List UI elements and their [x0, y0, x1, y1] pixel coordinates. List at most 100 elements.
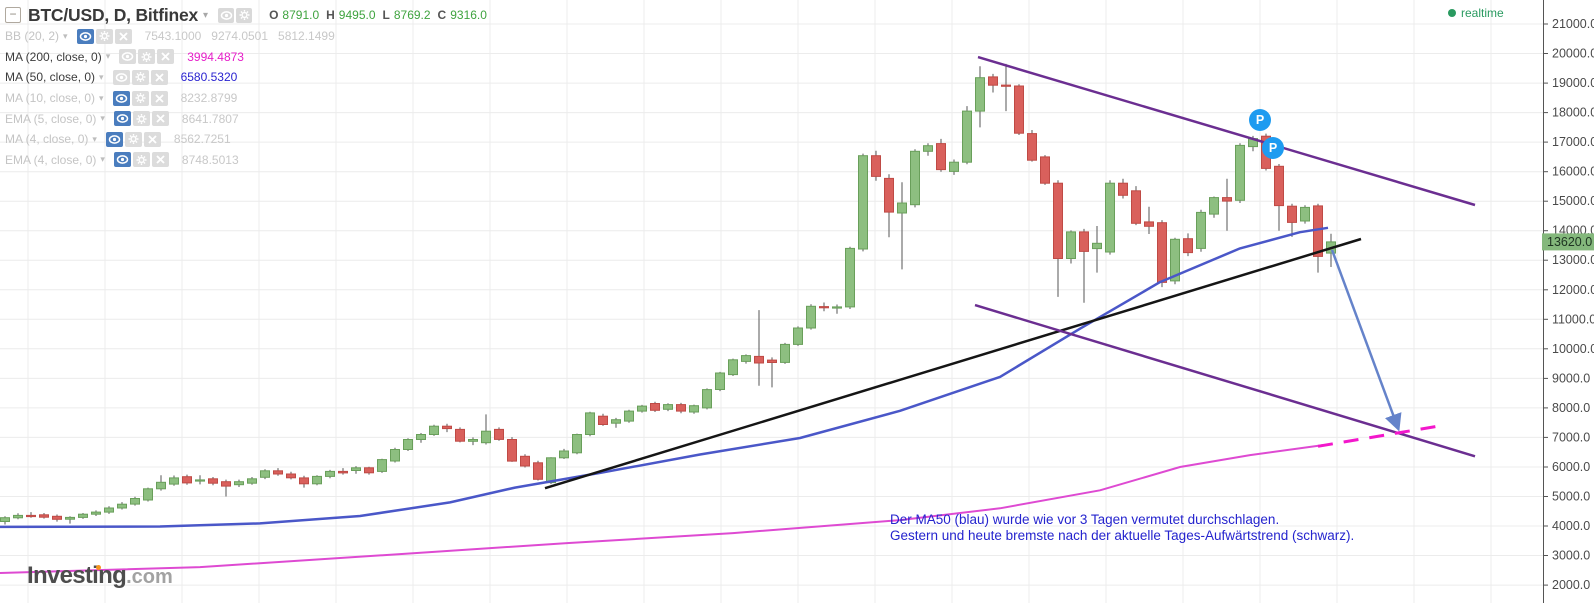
gear-icon[interactable]: [132, 111, 150, 127]
watermark-brand: Investing: [27, 562, 127, 589]
indicator-legend: BB (20, 2) ▾ 7543.1000 9274.0501 5812.1499 MA…: [5, 26, 345, 170]
indicator-label-bb-20-2[interactable]: BB (20, 2): [5, 29, 60, 44]
close-icon[interactable]: [143, 131, 161, 147]
indicator-row-ma-200: MA (200, close, 0) ▾ 3994.4873: [5, 47, 345, 68]
analyst-note-line2: Gestern und heute bremste nach der aktue…: [890, 527, 1355, 543]
indicator-row-ema-5: EMA (5, close, 0) ▾ 8641.7807: [5, 108, 345, 129]
svg-text:7000.0: 7000.0: [1552, 430, 1590, 444]
indicator-label-ma-50[interactable]: MA (50, close, 0): [5, 70, 96, 85]
projection-arrow[interactable]: [1330, 249, 1402, 432]
indicator-value: 8641.7807: [181, 111, 239, 126]
indicator-dropdown-caret-icon[interactable]: ▾: [100, 154, 105, 165]
ma200-projection-dashed[interactable]: [1317, 424, 1439, 448]
svg-text:19000.0: 19000.0: [1552, 76, 1594, 90]
high-value: 9495.0: [338, 8, 376, 22]
pin-icon[interactable]: P: [1249, 109, 1271, 131]
open-value: 8791.0: [282, 8, 320, 22]
realtime-label: realtime: [1461, 6, 1504, 20]
svg-text:P: P: [1256, 113, 1264, 127]
close-icon[interactable]: [157, 49, 175, 65]
indicator-label-ma-10[interactable]: MA (10, close, 0): [5, 91, 96, 106]
indicator-label-ma-4[interactable]: MA (4, close, 0): [5, 132, 89, 147]
gear-icon[interactable]: [95, 28, 113, 44]
svg-text:6000.0: 6000.0: [1552, 460, 1590, 474]
indicator-value: 8748.5013: [181, 152, 239, 167]
indicator-value: 8232.8799: [180, 91, 238, 106]
close-icon[interactable]: [150, 69, 168, 85]
indicator-dropdown-caret-icon[interactable]: ▾: [99, 92, 104, 103]
svg-text:20000.0: 20000.0: [1552, 47, 1594, 61]
eye-icon[interactable]: [112, 90, 130, 106]
realtime-badge: realtime: [1448, 6, 1504, 20]
price-axis[interactable]: 21000.0 20000.0 19000.0 18000.0 17000.0 16000…: [1542, 0, 1594, 603]
indicator-dropdown-caret-icon[interactable]: ▾: [63, 30, 68, 41]
symbol-dropdown-caret-icon[interactable]: ▾: [203, 9, 209, 21]
indicator-value: 8562.7251: [173, 132, 231, 147]
chart-header: − BTC/USD, D, Bitfinex ▾ O 8791.0 H 9495.0…: [5, 4, 487, 26]
indicator-row-ma-10: MA (10, close, 0) ▾ 8232.8799: [5, 88, 345, 109]
svg-text:12000.0: 12000.0: [1552, 283, 1594, 297]
svg-text:13000.0: 13000.0: [1552, 253, 1594, 267]
low-label: L: [382, 8, 390, 22]
gear-icon[interactable]: [132, 152, 150, 168]
indicator-dropdown-caret-icon[interactable]: ▾: [100, 113, 105, 124]
gear-icon[interactable]: [131, 90, 149, 106]
ma200-line[interactable]: [0, 444, 1324, 574]
svg-text:8000.0: 8000.0: [1552, 401, 1590, 415]
collapse-panel-icon[interactable]: −: [5, 7, 21, 23]
ascending-trendline-black[interactable]: [544, 237, 1362, 490]
analyst-note-line1: Der MA50 (blau) wurde wie vor 3 Tagen ve…: [890, 512, 1280, 527]
indicator-value: 6580.5320: [180, 70, 238, 85]
close-icon[interactable]: [151, 152, 169, 168]
svg-text:4000.0: 4000.0: [1552, 519, 1590, 533]
ma50-line[interactable]: [0, 226, 1329, 529]
indicator-value: 3994.4873: [187, 49, 244, 64]
svg-text:17000.0: 17000.0: [1552, 135, 1594, 149]
pin-icon[interactable]: P: [1262, 137, 1284, 159]
close-label: C: [437, 8, 447, 22]
grid-lines: [0, 0, 1543, 603]
indicator-dropdown-caret-icon[interactable]: ▾: [105, 51, 111, 62]
gear-icon[interactable]: [131, 69, 149, 85]
indicator-dropdown-caret-icon[interactable]: ▾: [92, 133, 97, 144]
svg-text:16000.0: 16000.0: [1552, 165, 1594, 179]
ohlc-readout: O 8791.0 H 9495.0 L 8769.2 C 9316.0: [262, 8, 487, 22]
svg-text:P: P: [1269, 141, 1277, 155]
eye-icon[interactable]: [112, 69, 130, 85]
svg-text:5000.0: 5000.0: [1552, 490, 1590, 504]
svg-text:11000.0: 11000.0: [1552, 312, 1594, 326]
indicator-value: 5812.1499: [278, 29, 335, 44]
indicator-label-ma-200[interactable]: MA (200, close, 0): [5, 49, 102, 64]
indicator-dropdown-caret-icon[interactable]: ▾: [99, 71, 104, 82]
indicator-label-ema-4[interactable]: EMA (4, close, 0): [5, 152, 97, 167]
watermark-orange-dot-icon: [96, 565, 101, 570]
watermark-tld: .com: [126, 566, 173, 588]
eye-icon[interactable]: [105, 131, 123, 147]
svg-text:10000.0: 10000.0: [1552, 342, 1594, 356]
gear-icon[interactable]: [236, 7, 253, 23]
indicator-label-ema-5[interactable]: EMA (5, close, 0): [5, 111, 97, 126]
gear-icon[interactable]: [138, 49, 156, 65]
close-value: 9316.0: [450, 8, 487, 22]
eye-icon[interactable]: [113, 111, 131, 127]
indicator-row-bb-20-2: BB (20, 2) ▾ 7543.1000 9274.0501 5812.1499: [5, 26, 345, 47]
investing-watermark: Investing.com: [27, 562, 173, 590]
eye-icon[interactable]: [218, 7, 235, 23]
symbol-title[interactable]: BTC/USD, D, Bitfinex: [28, 4, 199, 25]
eye-icon[interactable]: [76, 28, 94, 44]
close-icon[interactable]: [150, 90, 168, 106]
close-icon[interactable]: [151, 111, 169, 127]
indicator-row-ema-4: EMA (4, close, 0) ▾ 8748.5013: [5, 150, 345, 171]
svg-text:18000.0: 18000.0: [1552, 106, 1594, 120]
eye-icon[interactable]: [119, 49, 137, 65]
svg-text:3000.0: 3000.0: [1552, 549, 1590, 563]
svg-text:2000.0: 2000.0: [1552, 578, 1590, 592]
indicator-row-ma-4: MA (4, close, 0) ▾ 8562.7251: [5, 129, 345, 150]
high-label: H: [326, 8, 335, 22]
gear-icon[interactable]: [124, 131, 142, 147]
close-icon[interactable]: [114, 28, 132, 44]
eye-icon[interactable]: [113, 152, 131, 168]
descending-trendline-upper[interactable]: [977, 55, 1476, 207]
